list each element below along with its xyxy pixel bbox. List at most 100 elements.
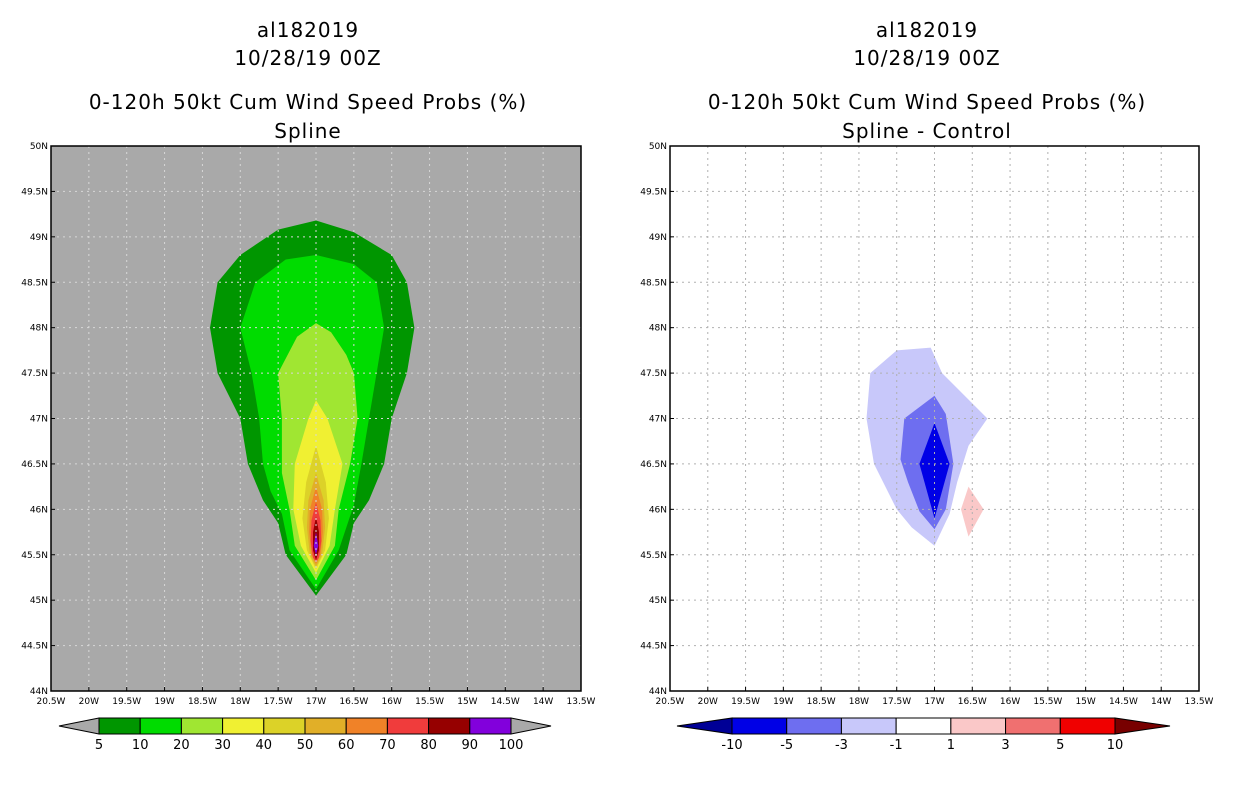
left-y-tick-label: 45N bbox=[30, 596, 48, 606]
right-y-tick-label: 48.5N bbox=[640, 278, 667, 288]
left-x-tick-label: 15W bbox=[457, 697, 477, 707]
right-x-tick-label: 20W bbox=[698, 697, 718, 707]
left-y-tick-label: 46N bbox=[30, 505, 48, 515]
right-x-tick-label: 15.5W bbox=[1033, 697, 1062, 707]
left-x-tick-label: 18W bbox=[230, 697, 250, 707]
right-x-tick-label: 18W bbox=[849, 697, 869, 707]
left-x-tick-label: 18.5W bbox=[188, 697, 217, 707]
right-colorbar-over-arrow bbox=[1114, 717, 1171, 735]
left-colorbar-label: 30 bbox=[214, 738, 231, 753]
left-datetime: 10/28/19 00Z bbox=[234, 46, 382, 70]
left-colorbar-over-arrow bbox=[510, 717, 552, 735]
left-colorbar-label: 5 bbox=[95, 738, 103, 753]
right-chart-title: 0-120h 50kt Cum Wind Speed Probs (%) bbox=[707, 90, 1147, 114]
right-colorbar-label: -5 bbox=[780, 738, 793, 753]
right-x-tick-label: 14.5W bbox=[1109, 697, 1138, 707]
left-colorbar-label: 60 bbox=[338, 738, 355, 753]
left-colorbar-under-arrow bbox=[58, 717, 100, 735]
left-colorbar-label: 20 bbox=[173, 738, 190, 753]
right-colorbar-swatch bbox=[950, 717, 1007, 735]
right-colorbar-label: 10 bbox=[1107, 738, 1124, 753]
right-storm-id: al182019 bbox=[875, 18, 979, 42]
left-y-tick-label: 45.5N bbox=[21, 551, 48, 561]
right-x-tick-label: 14W bbox=[1151, 697, 1171, 707]
left-colorbar-swatch bbox=[98, 717, 141, 735]
left-x-tick-label: 19.5W bbox=[112, 697, 141, 707]
left-colorbar-swatch bbox=[222, 717, 265, 735]
right-y-tick-label: 45.5N bbox=[640, 551, 667, 561]
left-y-tick-label: 44.5N bbox=[21, 642, 48, 652]
right-colorbar-label: -3 bbox=[835, 738, 848, 753]
right-colorbar-label: 3 bbox=[1001, 738, 1009, 753]
left-colorbar-label: 10 bbox=[132, 738, 149, 753]
left-colorbar-label: 70 bbox=[379, 738, 396, 753]
right-colorbar-swatch bbox=[786, 717, 842, 735]
right-colorbar-label: 5 bbox=[1056, 738, 1064, 753]
left-colorbar-label: 80 bbox=[420, 738, 437, 753]
right-chart: 20.5W 20W 19.5W 19W 18.5W 18W 17.5W 17W 16.5W 16W… bbox=[640, 142, 1213, 753]
right-y-tick-label: 47N bbox=[649, 415, 667, 425]
left-chart-title: 0-120h 50kt Cum Wind Speed Probs (%) bbox=[88, 90, 528, 114]
left-colorbar-label: 100 bbox=[499, 738, 524, 753]
right-colorbar-swatch bbox=[895, 717, 952, 735]
right-colorbar: -10 -5 -3 -1 1 3 5 10 bbox=[676, 717, 1171, 753]
left-colorbar-swatch bbox=[428, 717, 471, 735]
left-x-tick-label: 20W bbox=[79, 697, 99, 707]
left-y-tick-label: 50N bbox=[30, 142, 48, 152]
right-y-tick-label: 46.5N bbox=[640, 460, 667, 470]
left-y-tick-label: 48.5N bbox=[21, 278, 48, 288]
right-colorbar-swatch bbox=[731, 717, 788, 735]
right-x-tick-label: 19.5W bbox=[731, 697, 760, 707]
right-x-tick-label: 20.5W bbox=[656, 697, 685, 707]
right-colorbar-label: -10 bbox=[721, 738, 742, 753]
right-colorbar-under-arrow bbox=[676, 717, 733, 735]
right-y-tick-label: 44N bbox=[649, 687, 667, 697]
left-colorbar: 5 10 20 30 40 50 60 70 80 90 100 bbox=[58, 717, 552, 753]
left-colorbar-swatch bbox=[180, 717, 224, 735]
left-x-tick-label: 14.5W bbox=[491, 697, 520, 707]
left-colorbar-swatch bbox=[469, 717, 512, 735]
left-storm-id: al182019 bbox=[256, 18, 360, 42]
left-x-tick-label: 20.5W bbox=[37, 697, 66, 707]
left-x-tick-label: 14W bbox=[533, 697, 553, 707]
left-y-tick-label: 47N bbox=[30, 415, 48, 425]
left-colorbar-swatch bbox=[345, 717, 388, 735]
left-x-tick-label: 17.5W bbox=[264, 697, 293, 707]
left-colorbar-swatch bbox=[139, 717, 182, 735]
right-datetime: 10/28/19 00Z bbox=[853, 46, 1001, 70]
left-colorbar-label: 90 bbox=[462, 738, 479, 753]
right-y-tick-label: 47.5N bbox=[640, 369, 667, 379]
right-y-tick-label: 45N bbox=[649, 596, 667, 606]
left-y-tick-label: 48N bbox=[30, 324, 48, 334]
left-colorbar-swatch bbox=[386, 717, 430, 735]
right-chart-subtitle: Spline - Control bbox=[842, 119, 1012, 143]
right-x-tick-label: 15W bbox=[1075, 697, 1095, 707]
left-y-tick-label: 44N bbox=[30, 687, 48, 697]
left-x-tick-label: 13.5W bbox=[567, 697, 596, 707]
left-x-tick-label: 19W bbox=[154, 697, 174, 707]
right-x-tick-label: 19W bbox=[773, 697, 793, 707]
right-colorbar-swatch bbox=[1059, 717, 1116, 735]
right-x-tick-label: 18.5W bbox=[807, 697, 836, 707]
left-colorbar-label: 50 bbox=[297, 738, 314, 753]
left-x-tick-label: 17W bbox=[306, 697, 326, 707]
right-y-tick-label: 49N bbox=[649, 233, 667, 243]
right-x-tick-label: 16W bbox=[1000, 697, 1020, 707]
left-chart: 20.5W 20W 19.5W 19W 18.5W 18W 17.5W 17W 16.5W 16W… bbox=[21, 142, 595, 753]
right-x-tick-label: 17.5W bbox=[882, 697, 911, 707]
left-y-tick-label: 46.5N bbox=[21, 460, 48, 470]
left-y-tick-label: 47.5N bbox=[21, 369, 48, 379]
left-colorbar-label: 40 bbox=[256, 738, 273, 753]
right-y-tick-label: 44.5N bbox=[640, 642, 667, 652]
right-colorbar-swatch bbox=[1005, 717, 1061, 735]
right-colorbar-swatch bbox=[840, 717, 897, 735]
left-x-tick-label: 16.5W bbox=[339, 697, 368, 707]
right-y-tick-label: 48N bbox=[649, 324, 667, 334]
left-chart-subtitle: Spline bbox=[274, 119, 342, 143]
right-y-tick-label: 46N bbox=[649, 505, 667, 515]
right-y-tick-label: 49.5N bbox=[640, 187, 667, 197]
left-colorbar-swatch bbox=[263, 717, 306, 735]
right-colorbar-label: 1 bbox=[947, 738, 955, 753]
right-y-tick-label: 50N bbox=[649, 142, 667, 152]
